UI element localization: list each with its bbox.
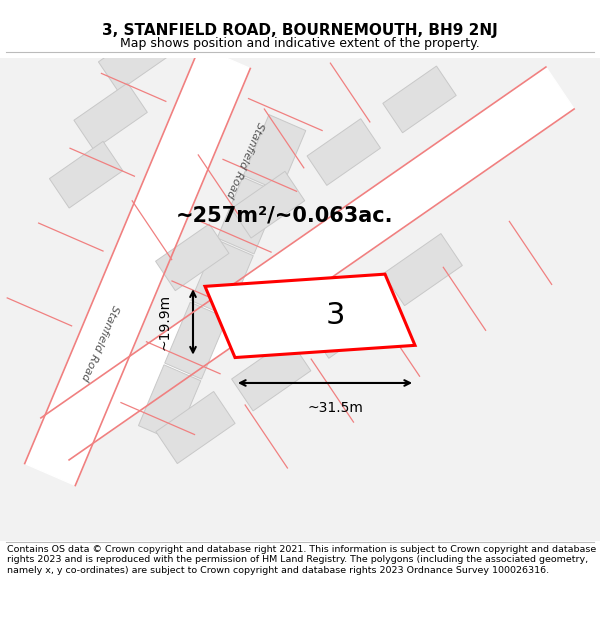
Text: Stanfield Road: Stanfield Road <box>79 303 121 382</box>
Polygon shape <box>49 141 123 208</box>
Polygon shape <box>307 119 380 186</box>
Text: Stanfield Road: Stanfield Road <box>224 120 266 199</box>
Polygon shape <box>165 302 227 379</box>
Polygon shape <box>41 67 574 460</box>
Polygon shape <box>217 177 280 254</box>
Polygon shape <box>98 24 172 91</box>
Polygon shape <box>25 46 250 486</box>
Polygon shape <box>156 391 235 464</box>
Polygon shape <box>383 66 456 132</box>
Text: ~257m²/~0.063ac.: ~257m²/~0.063ac. <box>176 205 394 225</box>
Text: ~31.5m: ~31.5m <box>307 401 363 415</box>
Polygon shape <box>205 274 415 358</box>
Text: Map shows position and indicative extent of the property.: Map shows position and indicative extent… <box>120 38 480 50</box>
Text: 3, STANFIELD ROAD, BOURNEMOUTH, BH9 2NJ: 3, STANFIELD ROAD, BOURNEMOUTH, BH9 2NJ <box>102 22 498 38</box>
Polygon shape <box>139 365 201 442</box>
Text: ~19.9m: ~19.9m <box>158 294 172 350</box>
Text: Contains OS data © Crown copyright and database right 2021. This information is : Contains OS data © Crown copyright and d… <box>7 545 596 575</box>
Polygon shape <box>74 83 148 149</box>
Polygon shape <box>191 240 253 316</box>
Polygon shape <box>232 339 311 411</box>
Polygon shape <box>232 171 305 238</box>
Text: 3: 3 <box>325 301 345 331</box>
Polygon shape <box>244 114 306 191</box>
Polygon shape <box>383 234 463 306</box>
Polygon shape <box>307 286 386 358</box>
Polygon shape <box>155 224 229 291</box>
